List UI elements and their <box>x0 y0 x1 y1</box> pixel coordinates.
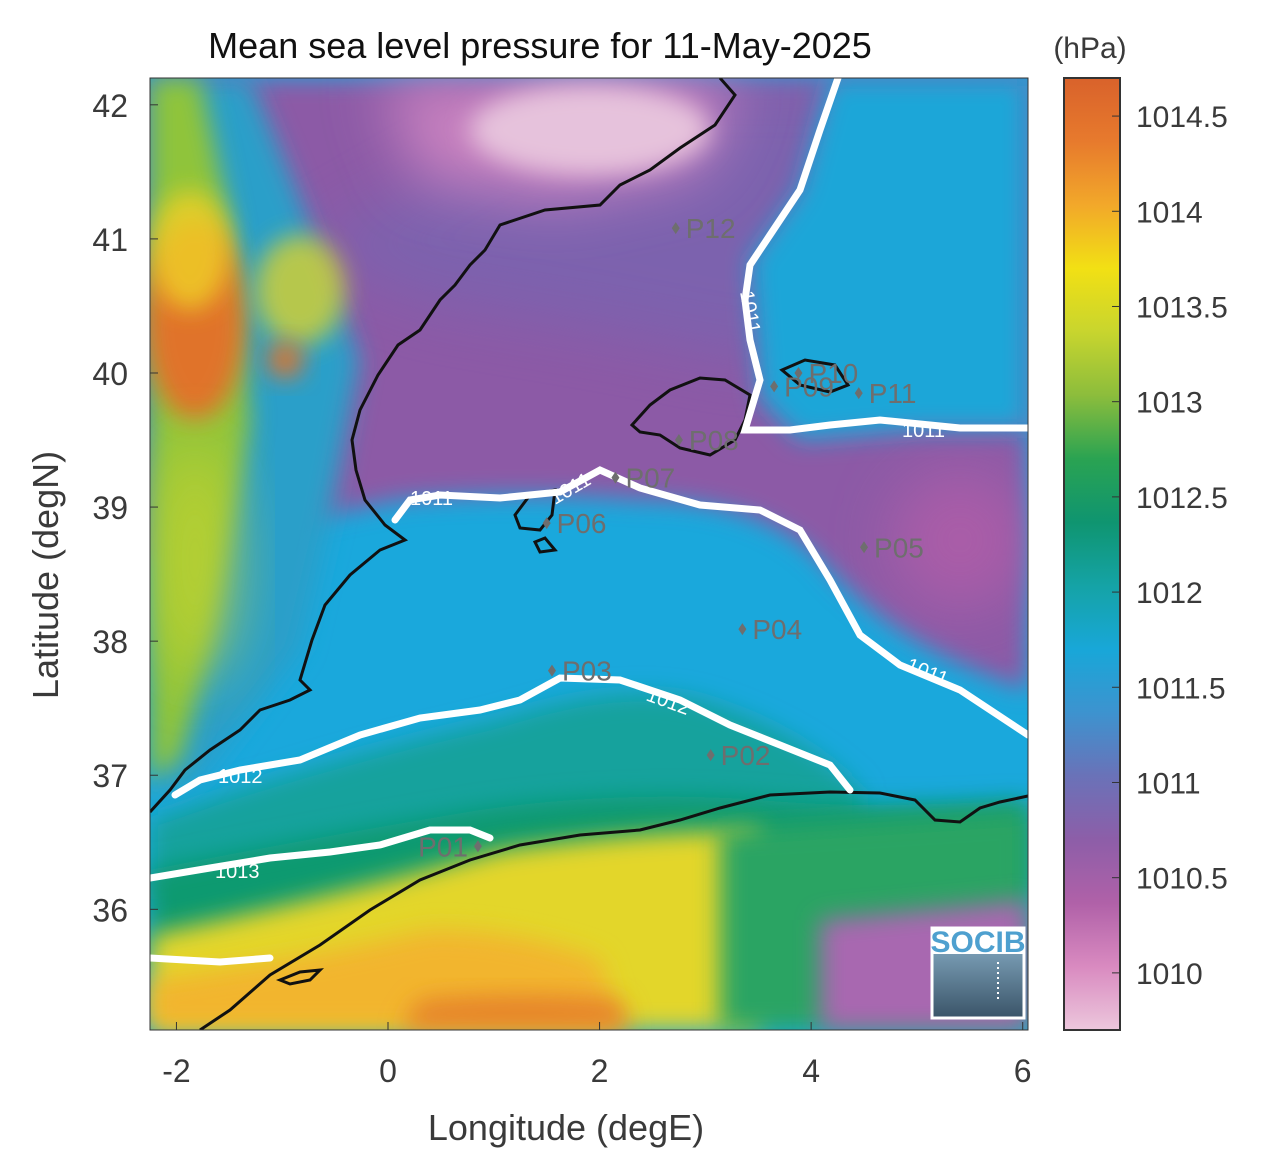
x-tick-label: 4 <box>802 1053 820 1089</box>
station-label: P02 <box>721 740 771 771</box>
isobar-label-1013: 1013 <box>215 861 260 883</box>
isobar-1011-north <box>740 78 1028 434</box>
station-label: P01 <box>418 831 468 862</box>
station-label: P08 <box>689 425 739 456</box>
station-marker <box>671 222 680 235</box>
station-label: P04 <box>752 614 802 645</box>
socib-logo: SOCIB <box>930 926 1026 1020</box>
map-frame <box>149 77 1029 1031</box>
formentera-coastline <box>532 536 558 554</box>
station-marker <box>674 434 683 447</box>
station-label: P06 <box>557 508 607 539</box>
colorbar-tick-label: 1011.5 <box>1136 672 1226 705</box>
station-label: P09 <box>784 371 834 402</box>
x-tick-label: 0 <box>379 1053 397 1089</box>
alboran-coastline <box>275 968 325 986</box>
x-axis-label: Longitude (degE) <box>428 1107 704 1148</box>
station-marker <box>860 541 869 554</box>
station-label: P07 <box>625 463 675 494</box>
isobar-label-1012-a: 1012 <box>218 766 263 788</box>
isobar-label-1011-b: 1011 <box>902 420 945 442</box>
colorbar-tick-label: 1013 <box>1136 387 1203 420</box>
station-marker <box>542 517 551 530</box>
isobar-1013 <box>150 826 494 882</box>
y-axis-label: Latitude (degN) <box>25 451 66 699</box>
station-marker <box>738 623 747 636</box>
isobar-1011-south <box>391 466 1028 739</box>
station-label: P03 <box>562 656 612 687</box>
colorbar-tick-label: 1014 <box>1136 196 1203 229</box>
chart-title: Mean sea level pressure for 11-May-2025 <box>208 25 872 66</box>
x-axis-ticks: -2 0 2 4 6 <box>162 1022 1032 1089</box>
colorbar-tick-label: 1010.5 <box>1136 863 1228 896</box>
map-plot-area: 1011 1011 1011 1011 1011 1012 1012 1013 … <box>150 78 1028 1030</box>
colorbar <box>1063 77 1121 1031</box>
y-tick-label: 38 <box>92 624 128 660</box>
y-tick-label: 39 <box>92 490 128 526</box>
x-tick-label: 2 <box>591 1053 609 1089</box>
y-tick-label: 37 <box>92 758 128 794</box>
socib-logo-text: SOCIB <box>930 926 1025 959</box>
african-coastline <box>199 790 1028 1030</box>
station-marker <box>547 664 556 677</box>
station-label: P12 <box>686 213 736 244</box>
iberian-coastline <box>150 78 737 814</box>
x-tick-label: -2 <box>162 1053 190 1089</box>
colorbar-ticks: 1010 1010.5 1011 1011.5 1012 1012.5 1013 1013.5… <box>1112 101 1228 991</box>
y-tick-label: 42 <box>92 88 128 124</box>
isobar-1013-south <box>150 954 274 966</box>
y-axis-ticks: 36 37 38 39 40 41 42 <box>92 88 158 928</box>
colorbar-tick-label: 1014.5 <box>1136 101 1228 134</box>
station-label: P10 <box>808 358 858 389</box>
colorbar-units: (hPa) <box>1053 32 1126 65</box>
station-marker <box>794 366 803 379</box>
station-label: P05 <box>874 532 924 563</box>
isobar-1012 <box>171 674 854 799</box>
colorbar-tick-label: 1012.5 <box>1136 482 1228 515</box>
station-marker <box>611 471 620 484</box>
colorbar-tick-label: 1012 <box>1136 577 1203 610</box>
colorbar-tick-label: 1011 <box>1136 767 1201 800</box>
station-marker <box>770 380 779 393</box>
colorbar-tick-label: 1013.5 <box>1136 291 1228 324</box>
station-label: P11 <box>869 378 917 409</box>
station-marker <box>706 749 715 762</box>
isobars <box>150 78 1028 966</box>
station-marker <box>854 387 863 400</box>
station-marker <box>473 840 482 853</box>
isobar-label-1011-c: 1011 <box>410 488 453 510</box>
y-tick-label: 41 <box>92 222 128 258</box>
menorca-coastline <box>779 358 851 394</box>
y-tick-label: 36 <box>92 892 128 928</box>
colorbar-tick-label: 1010 <box>1136 958 1203 991</box>
x-tick-label: 6 <box>1014 1053 1032 1089</box>
y-tick-label: 40 <box>92 356 128 392</box>
pressure-field-shading <box>150 78 1028 1030</box>
